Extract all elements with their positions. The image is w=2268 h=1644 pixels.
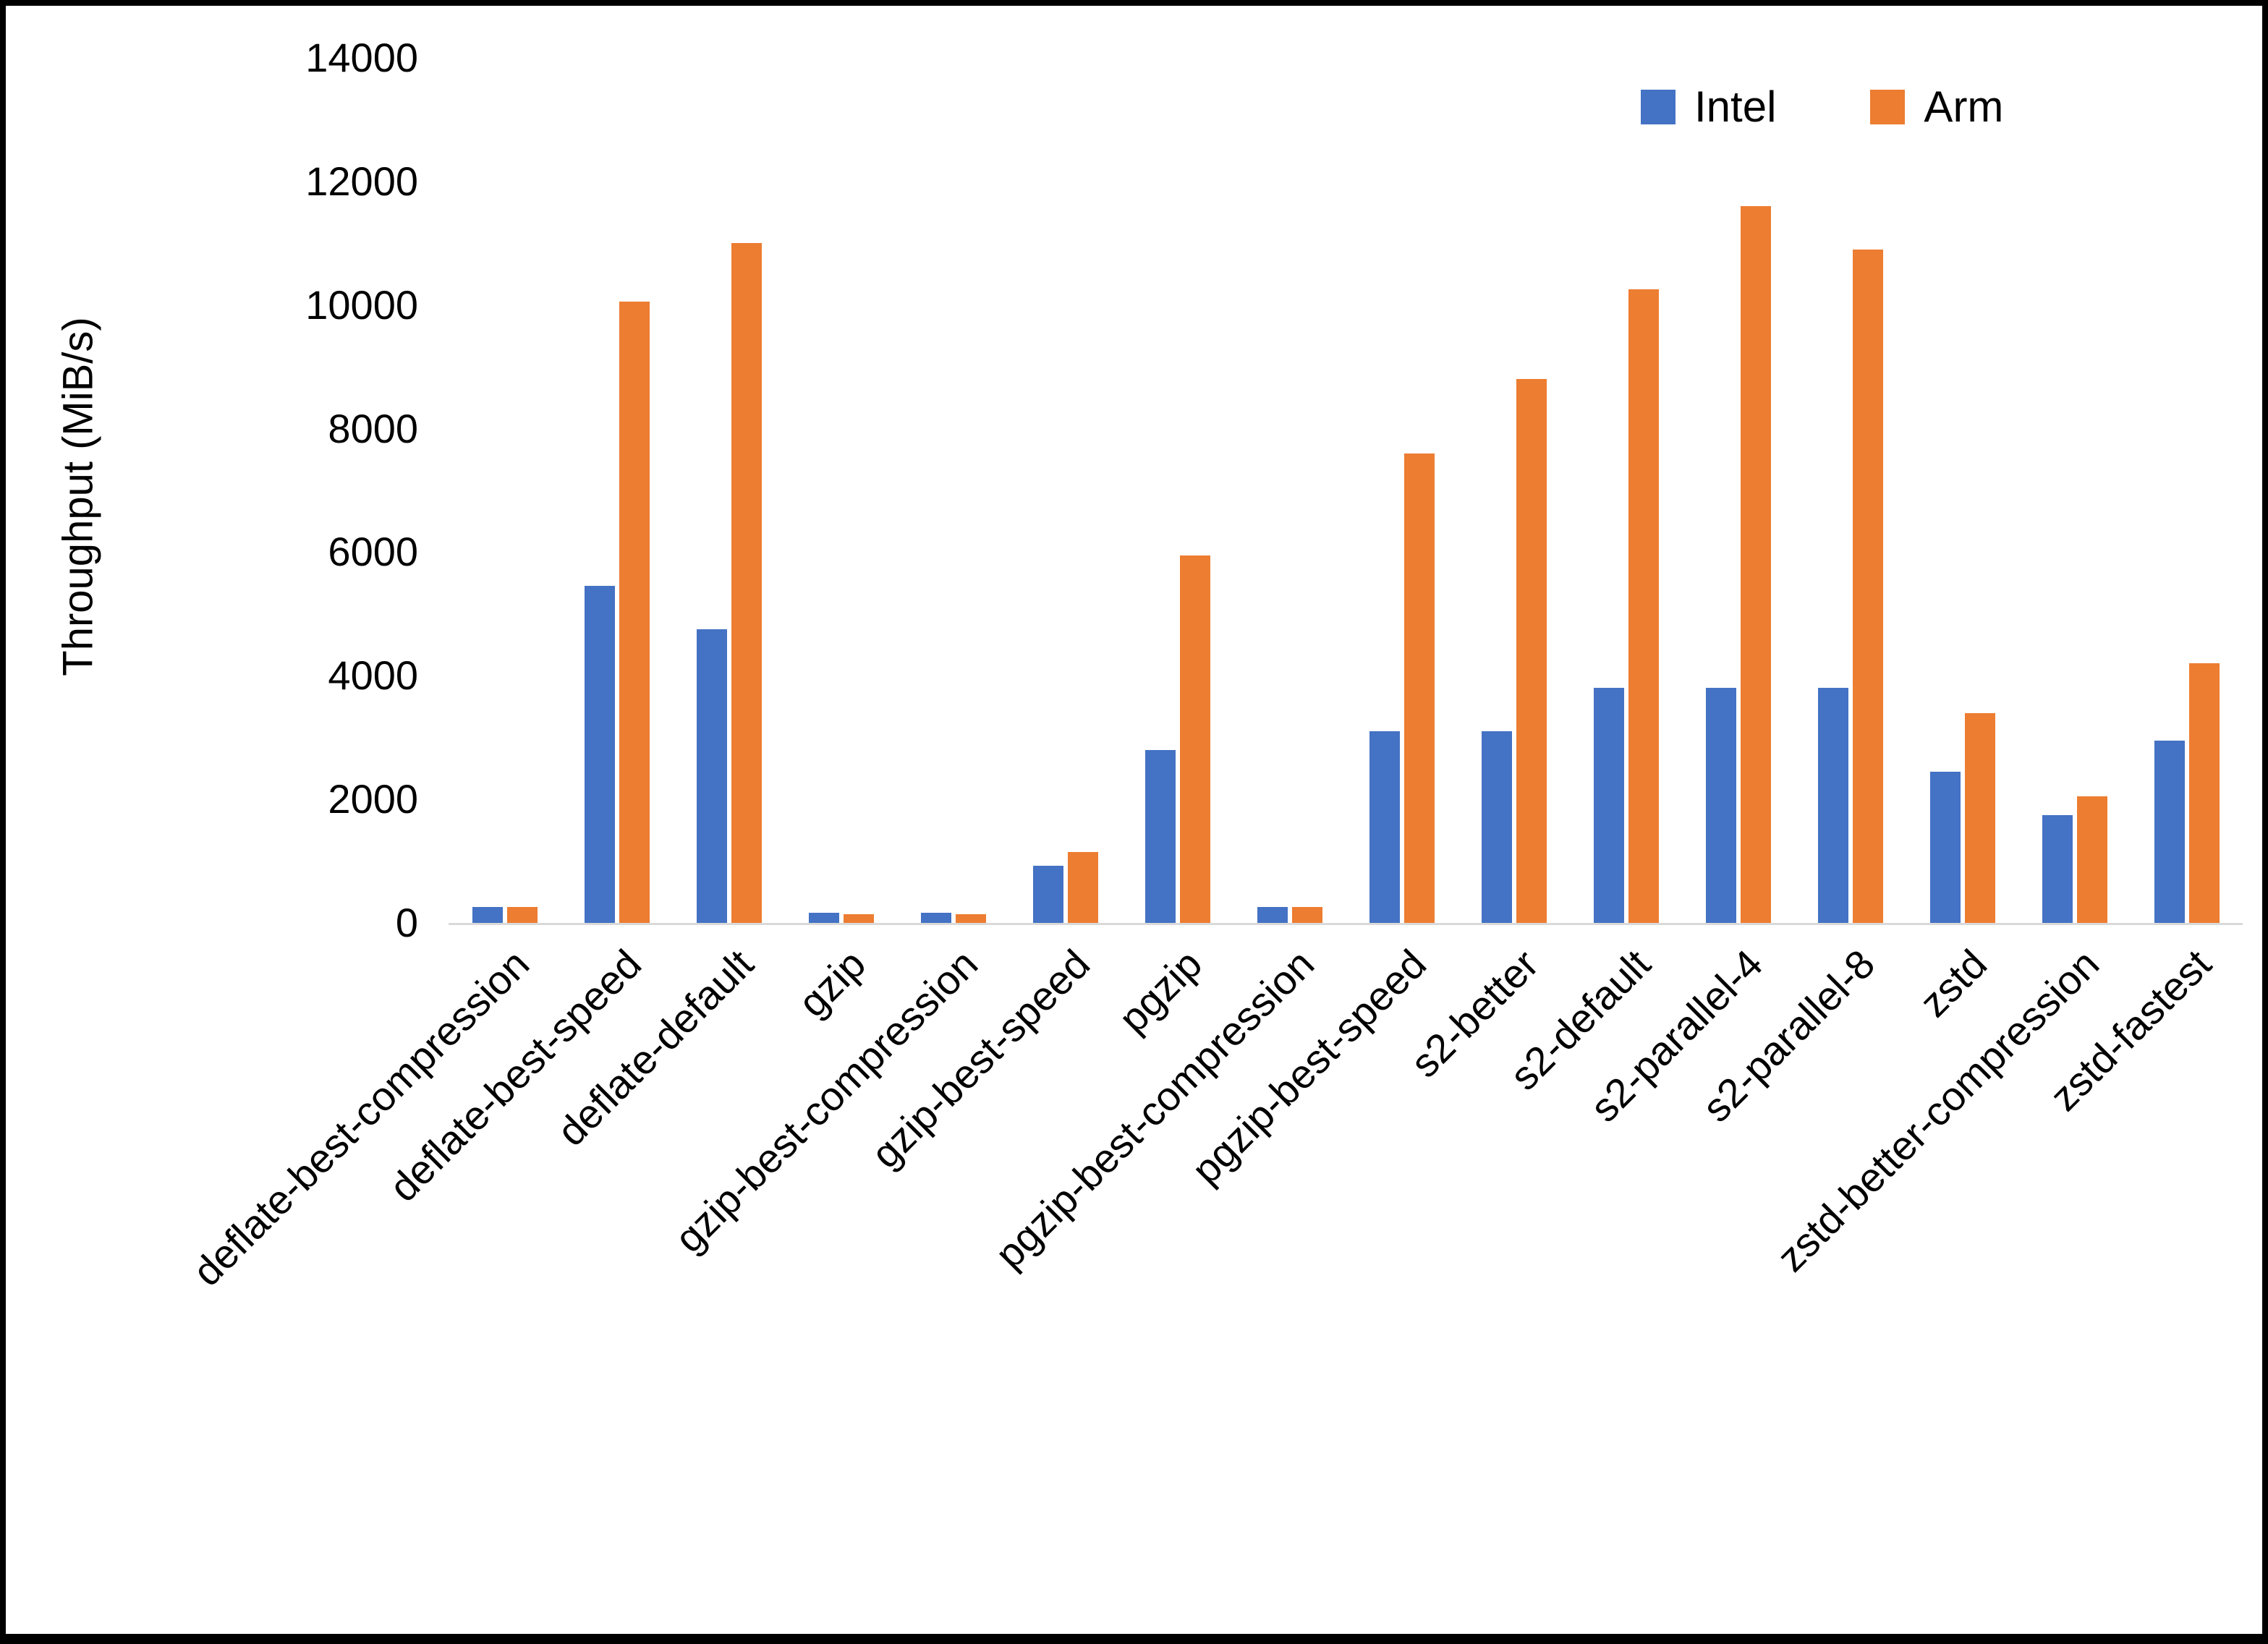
bar-intel-s2-better xyxy=(1481,731,1512,923)
bar-intel-pgzip xyxy=(1144,749,1176,923)
bar-intel-gzip-best-speed xyxy=(1032,866,1063,923)
bar-intel-gzip-best-compression xyxy=(920,913,951,923)
x-axis-line xyxy=(449,923,2243,925)
x-axis-category-label: deflate-default xyxy=(548,940,762,1155)
y-axis-tick-label: 4000 xyxy=(328,652,418,699)
bar-intel-s2-parallel-8 xyxy=(1817,688,1848,923)
bar-arm-deflate-best-speed xyxy=(619,302,650,923)
y-axis-tick-label: 2000 xyxy=(328,776,418,822)
bar-intel-pgzip-best-speed xyxy=(1369,731,1400,923)
legend-item-arm: Arm xyxy=(1870,82,2003,132)
bar-arm-gzip xyxy=(843,914,874,923)
bar-arm-s2-parallel-4 xyxy=(1740,206,1771,923)
bar-arm-zstd xyxy=(1964,712,1995,923)
bar-intel-zstd-fastest xyxy=(2154,740,2185,923)
legend-item-intel: Intel xyxy=(1641,82,1776,132)
bar-intel-zstd xyxy=(1929,771,1961,923)
arm-legend-swatch-icon xyxy=(1870,89,1906,124)
y-axis-tick-label: 0 xyxy=(395,900,418,945)
y-axis-tick-label: 8000 xyxy=(328,405,418,451)
y-axis-tick-label: 14000 xyxy=(305,35,418,80)
bar-arm-s2-parallel-8 xyxy=(1852,249,1883,923)
bar-intel-s2-default xyxy=(1593,688,1624,923)
y-axis-tick-label: 6000 xyxy=(328,529,418,575)
y-axis-tick-label: 10000 xyxy=(305,281,418,328)
bar-intel-s2-parallel-4 xyxy=(1705,688,1736,923)
bar-intel-pgzip-best-compression xyxy=(1257,906,1288,923)
bar-arm-deflate-default xyxy=(731,243,762,923)
bar-arm-pgzip-best-speed xyxy=(1403,453,1435,923)
bar-intel-zstd-better-compression xyxy=(2042,814,2073,923)
bar-arm-zstd-better-compression xyxy=(2076,796,2107,923)
bar-arm-gzip-best-speed xyxy=(1067,851,1098,923)
bar-arm-pgzip xyxy=(1179,555,1210,923)
x-axis-category-label: zstd xyxy=(1910,940,1995,1026)
bar-arm-gzip-best-compression xyxy=(955,914,986,923)
bar-intel-deflate-best-speed xyxy=(584,586,615,923)
bar-intel-deflate-default xyxy=(696,629,727,923)
bar-arm-s2-better xyxy=(1516,379,1547,923)
arm-legend-label: Arm xyxy=(1924,82,2004,131)
bar-arm-zstd-fastest xyxy=(2188,663,2220,923)
x-axis-category-label: gzip xyxy=(789,940,874,1026)
bar-arm-deflate-best-compression xyxy=(506,906,538,923)
bar-arm-pgzip-best-compression xyxy=(1291,906,1322,923)
intel-legend-label: Intel xyxy=(1694,82,1777,131)
intel-legend-swatch-icon xyxy=(1641,89,1675,124)
bar-arm-s2-default xyxy=(1628,289,1659,923)
legend: Intel Arm xyxy=(1641,82,2003,132)
bar-intel-deflate-best-compression xyxy=(472,906,503,923)
x-axis-category-label: pgzip xyxy=(1109,940,1210,1042)
y-axis-title: Throughput (MiB/s) xyxy=(54,317,102,676)
y-axis-tick-label: 12000 xyxy=(305,158,418,204)
bar-intel-gzip xyxy=(808,913,839,923)
